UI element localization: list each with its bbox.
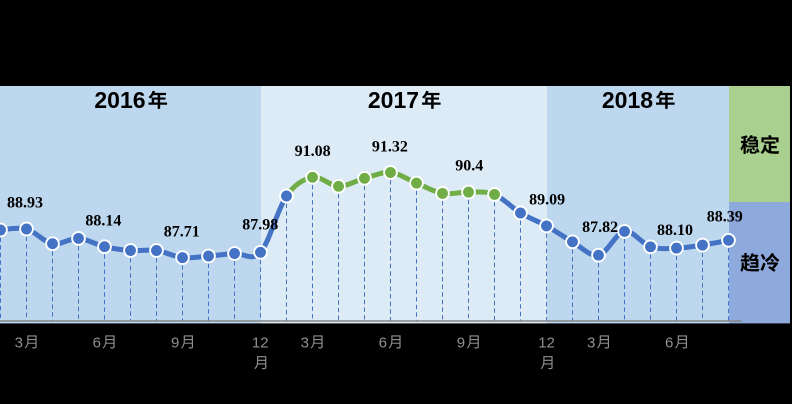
svg-text:2016: 2016: [94, 87, 145, 113]
svg-text:88.93: 88.93: [7, 195, 43, 212]
svg-text:9: 9: [171, 334, 179, 351]
svg-text:87.98: 87.98: [242, 216, 278, 233]
svg-text:6: 6: [379, 334, 387, 351]
svg-text:88.14: 88.14: [85, 213, 121, 230]
svg-text:91.08: 91.08: [295, 143, 331, 160]
svg-text:89.09: 89.09: [529, 191, 565, 208]
svg-text:9: 9: [457, 334, 465, 351]
svg-text:2017: 2017: [368, 87, 419, 113]
svg-text:3: 3: [15, 334, 23, 351]
svg-text:6: 6: [665, 334, 673, 351]
svg-text:87.82: 87.82: [582, 219, 618, 236]
svg-text:2018: 2018: [602, 87, 653, 113]
svg-text:12: 12: [538, 334, 555, 351]
svg-text:12: 12: [252, 334, 269, 351]
svg-text:3: 3: [587, 334, 595, 351]
svg-text:90.4: 90.4: [455, 158, 483, 175]
svg-text:87.71: 87.71: [164, 223, 200, 240]
svg-text:6: 6: [93, 334, 101, 351]
svg-text:88.10: 88.10: [657, 222, 693, 239]
svg-text:88.39: 88.39: [707, 209, 743, 226]
svg-text:91.32: 91.32: [372, 139, 408, 156]
svg-text:3: 3: [301, 334, 309, 351]
